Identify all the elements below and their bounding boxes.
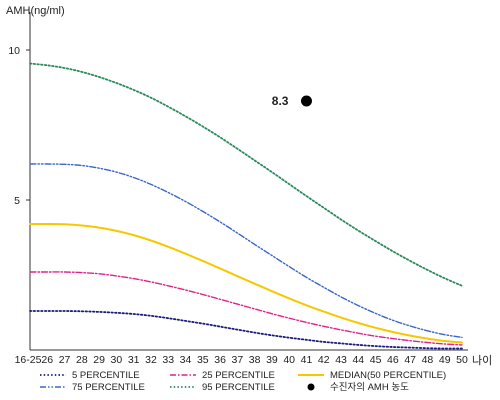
legend: 5 PERCENTILE 25 PERCENTILE MEDIAN(50 PERCE… (40, 370, 446, 393)
axes (26, 12, 468, 351)
legend-swatch-highlight (307, 383, 315, 391)
x-tick-label: 26 (41, 354, 53, 366)
y-axis-title: AMH(ng/ml) (6, 5, 65, 17)
x-tick-label: 16-25 (15, 354, 42, 366)
x-tick-label: 30 (111, 354, 123, 366)
series-line-median-50-percentile (29, 222, 463, 344)
x-tick-label: 46 (387, 354, 399, 366)
legend-label-median-50-percentile: MEDIAN(50 PERCENTILE) (330, 370, 446, 381)
x-tick-label: 29 (93, 354, 105, 366)
series-lines (29, 62, 463, 350)
x-tick-label: 31 (128, 354, 140, 366)
highlight-point (300, 95, 312, 107)
x-tick-label: 45 (370, 354, 382, 366)
series-line-25-percentile (29, 271, 463, 346)
legend-label-95-percentile: 95 PERCENTILE (202, 382, 275, 393)
x-tick-label: 50 (456, 354, 468, 366)
x-tick-label: 49 (439, 354, 451, 366)
x-tick-label: 37 (232, 354, 244, 366)
x-tick-label: 35 (197, 354, 209, 366)
legend-label-25-percentile: 25 PERCENTILE (202, 370, 275, 381)
y-tick-label: 5 (14, 195, 20, 207)
x-tick-label: 44 (352, 354, 364, 366)
highlight-point-label: 8.3 (272, 94, 289, 108)
x-tick-label: 48 (422, 354, 434, 366)
x-tick-label: 39 (266, 354, 278, 366)
series-line-75-percentile (29, 163, 463, 339)
x-tick-label: 33 (162, 354, 174, 366)
highlight-group: 8.3 (272, 94, 312, 108)
x-tick-label: 28 (76, 354, 88, 366)
y-tick-labels: 5 10 (8, 45, 20, 207)
x-tick-label: 27 (59, 354, 71, 366)
legend-label-75-percentile: 75 PERCENTILE (72, 382, 145, 393)
legend-label-highlight: 수진자의 AMH 농도 (330, 382, 409, 393)
x-tick-label: 38 (249, 354, 261, 366)
x-tick-label: 34 (180, 354, 192, 366)
x-tick-label: 40 (283, 354, 295, 366)
series-line-5-percentile (29, 310, 463, 350)
y-tick-label: 10 (8, 45, 20, 57)
x-axis-title: 나이 (472, 354, 492, 367)
x-tick-label: 47 (404, 354, 416, 366)
x-tick-label: 43 (335, 354, 347, 366)
x-tick-label: 41 (301, 354, 313, 366)
x-tick-labels: 16-25 26 27 28 29 30 31 32 33 34 35 36 37 38 39 40 41 42 4… (15, 354, 468, 366)
series-line-95-percentile (29, 62, 463, 287)
x-tick-label: 32 (145, 354, 157, 366)
legend-label-5-percentile: 5 PERCENTILE (72, 370, 140, 381)
x-tick-label: 42 (318, 354, 330, 366)
x-tick-label: 36 (214, 354, 226, 366)
